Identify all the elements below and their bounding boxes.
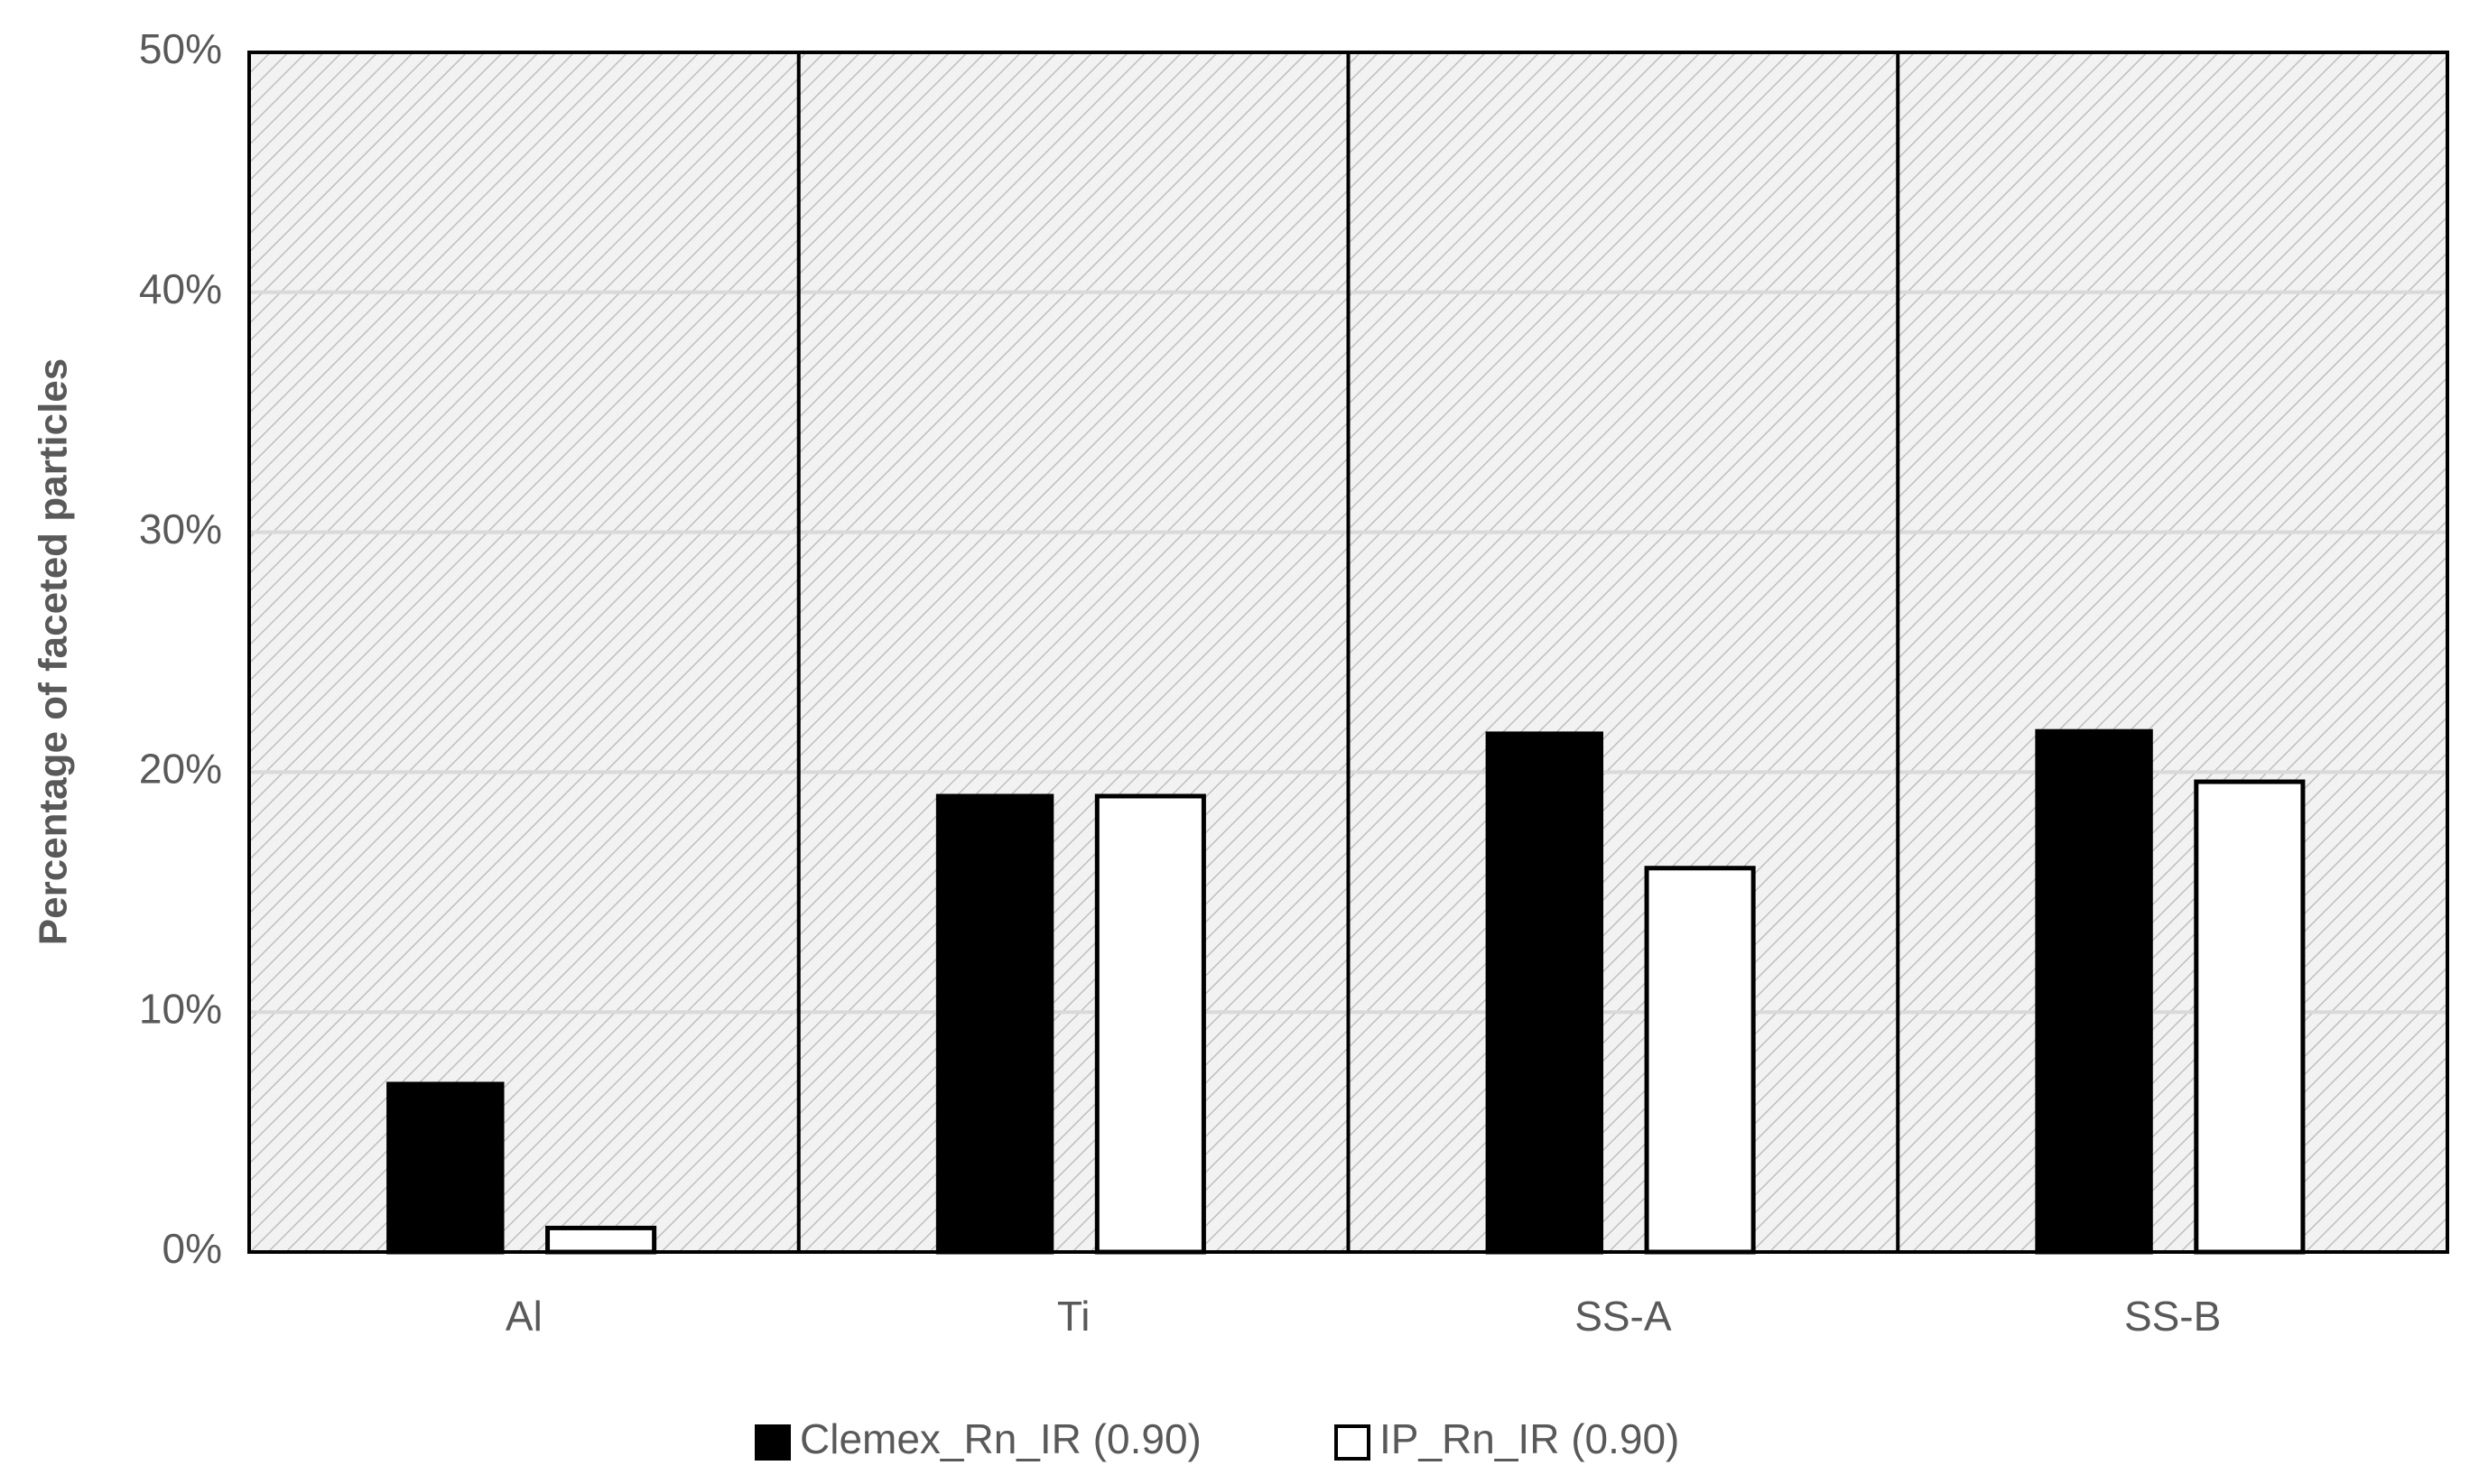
plot-border [247, 51, 2449, 1254]
y-tick-label: 20% [139, 746, 222, 793]
x-tick-label: SS-B [2124, 1293, 2221, 1340]
bar [2035, 728, 2153, 1255]
y-tick-label: 0% [162, 1225, 222, 1272]
legend-swatch [755, 1424, 791, 1461]
bar [1644, 866, 1756, 1255]
bar [1094, 793, 1206, 1255]
legend-label: Clemex_Rn_IR (0.90) [800, 1415, 1202, 1462]
y-tick-label: 50% [139, 25, 222, 72]
bar [935, 793, 1054, 1255]
bar [386, 1081, 505, 1255]
bar [2194, 779, 2306, 1255]
y-tick-label: 30% [139, 505, 222, 552]
y-tick-label: 10% [139, 985, 222, 1032]
bar [545, 1225, 657, 1255]
x-tick-label: Ti [1057, 1293, 1091, 1340]
x-tick-label: Al [506, 1293, 543, 1340]
y-tick-label: 40% [139, 265, 222, 312]
x-tick-label: SS-A [1574, 1293, 1672, 1340]
legend-label: IP_Rn_IR (0.90) [1379, 1415, 1679, 1462]
bar [1485, 731, 1604, 1255]
legend-swatch [1334, 1424, 1370, 1461]
y-axis-label: Percentage of faceted particles [32, 358, 76, 945]
